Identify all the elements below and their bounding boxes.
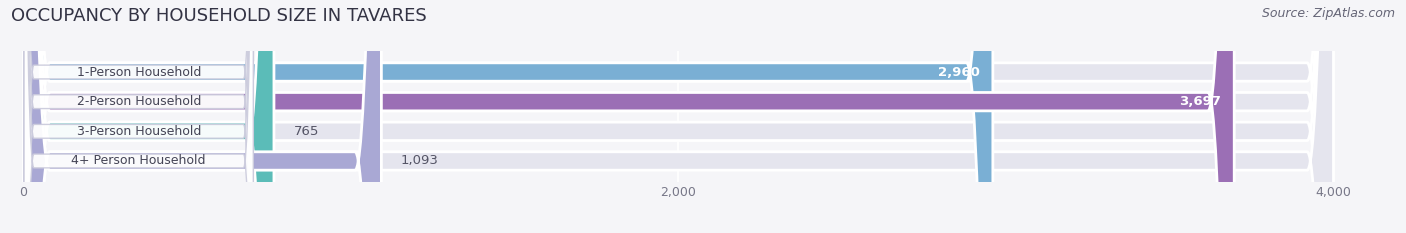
FancyBboxPatch shape xyxy=(24,0,381,233)
FancyBboxPatch shape xyxy=(24,0,1333,233)
Text: 1,093: 1,093 xyxy=(401,154,439,168)
FancyBboxPatch shape xyxy=(24,0,253,233)
Text: Source: ZipAtlas.com: Source: ZipAtlas.com xyxy=(1261,7,1395,20)
FancyBboxPatch shape xyxy=(24,0,253,233)
FancyBboxPatch shape xyxy=(24,0,1333,233)
FancyBboxPatch shape xyxy=(24,0,1333,233)
FancyBboxPatch shape xyxy=(24,0,274,233)
Text: 2-Person Household: 2-Person Household xyxy=(76,95,201,108)
FancyBboxPatch shape xyxy=(24,0,1234,233)
Text: 3,697: 3,697 xyxy=(1180,95,1222,108)
Text: OCCUPANCY BY HOUSEHOLD SIZE IN TAVARES: OCCUPANCY BY HOUSEHOLD SIZE IN TAVARES xyxy=(11,7,427,25)
Text: 4+ Person Household: 4+ Person Household xyxy=(72,154,205,168)
Text: 1-Person Household: 1-Person Household xyxy=(76,65,201,79)
Text: 3-Person Household: 3-Person Household xyxy=(76,125,201,138)
FancyBboxPatch shape xyxy=(24,0,253,233)
Text: 765: 765 xyxy=(294,125,319,138)
Text: 2,960: 2,960 xyxy=(938,65,980,79)
FancyBboxPatch shape xyxy=(24,0,253,233)
FancyBboxPatch shape xyxy=(24,0,993,233)
FancyBboxPatch shape xyxy=(24,0,1333,233)
